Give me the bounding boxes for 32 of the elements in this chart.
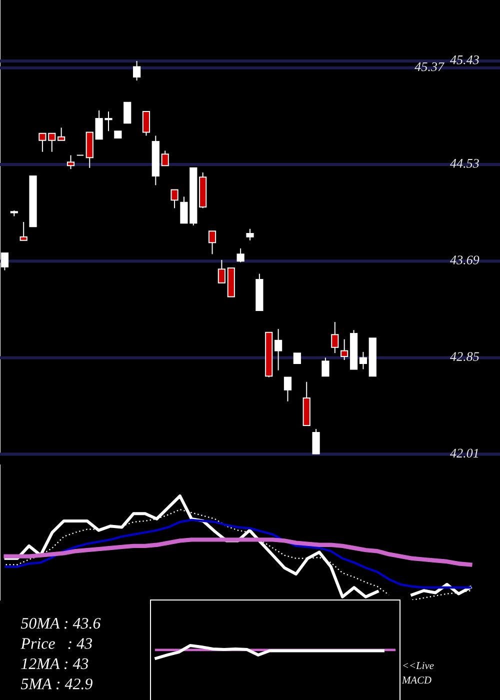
candlestick xyxy=(284,376,292,402)
text: 12MA : 43 xyxy=(21,658,88,670)
candlestick xyxy=(359,351,368,370)
candlestick xyxy=(274,328,282,371)
text: 5MA : 42.9 xyxy=(20,678,92,690)
candlestick xyxy=(246,228,254,241)
candlestick xyxy=(66,154,75,170)
candlestick xyxy=(161,150,169,166)
candlestick xyxy=(331,322,339,354)
y-tick-label: 45.43 xyxy=(450,55,479,64)
candlestick xyxy=(142,111,150,136)
y-tick-label: 43.69 xyxy=(450,256,480,264)
candlestick xyxy=(312,428,320,454)
candlestick xyxy=(20,221,28,241)
candlestick xyxy=(170,189,178,209)
candlestick xyxy=(208,230,216,255)
candlestick xyxy=(293,352,301,364)
candlestick xyxy=(340,338,348,360)
text: <<Live xyxy=(403,662,434,670)
text: MACD xyxy=(402,676,432,684)
y-tick-label: 44.53 xyxy=(450,158,479,168)
candlestick xyxy=(124,102,132,124)
candlestick xyxy=(236,248,244,263)
candlestick xyxy=(218,259,226,284)
ref-line-label: 45.37 xyxy=(414,62,444,72)
text: 50MA : 43.6 xyxy=(20,618,101,629)
y-tick-label: 42.01 xyxy=(450,448,478,458)
text: Price : 43 xyxy=(20,638,92,649)
candlestick xyxy=(58,127,66,141)
candlestick xyxy=(322,357,330,377)
candlestick xyxy=(132,60,141,82)
y-tick-label: 42.85 xyxy=(450,352,479,362)
